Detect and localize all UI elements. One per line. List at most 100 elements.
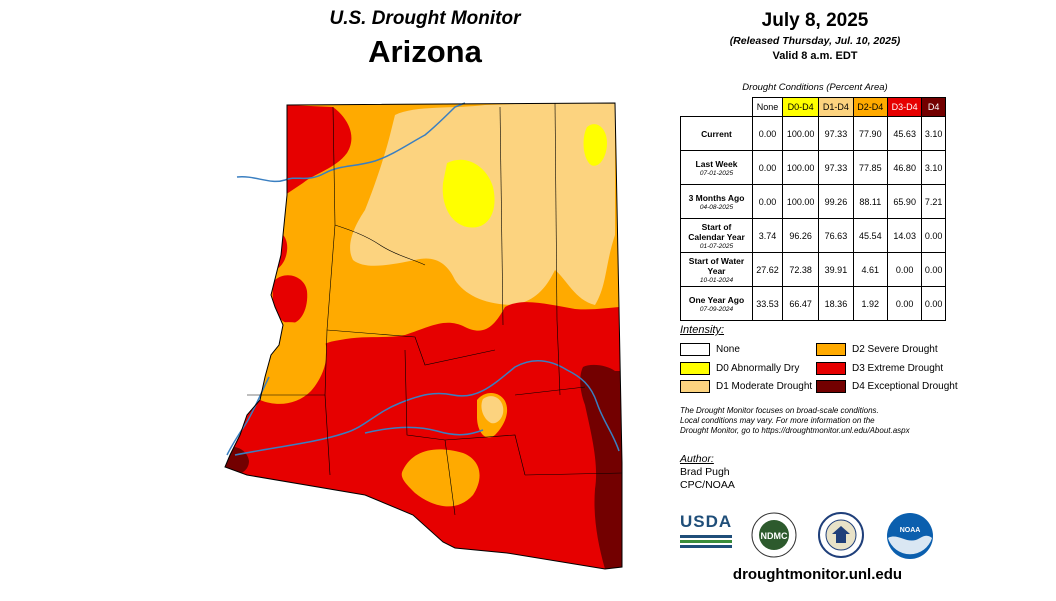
table-cell: 0.00 — [752, 184, 783, 219]
table-cell: 96.26 — [781, 218, 820, 253]
table-header-row: None D0-D4 D1-D4 D2-D4 D3-D4 D4 — [681, 97, 946, 117]
table-row: Last Week 07-01-2025 0.00 100.00 97.33 77… — [680, 150, 946, 185]
table-cell: 3.74 — [752, 218, 783, 253]
table-cell: 72.38 — [781, 252, 820, 287]
d0-region-navajo — [442, 159, 495, 228]
col-d2-d4: D2-D4 — [852, 97, 889, 117]
drought-conditions-table: None D0-D4 D1-D4 D2-D4 D3-D4 D4 Current … — [680, 97, 946, 321]
d4-region-southeast — [580, 364, 622, 569]
table-cell: 77.90 — [852, 116, 889, 151]
date-block: July 8, 2025 (Released Thursday, Jul. 10… — [680, 10, 950, 62]
table-row: Current 0.00 100.00 97.33 77.90 45.63 3.… — [680, 116, 946, 151]
legend-item-d3: D3 Extreme Drought — [816, 362, 943, 375]
row-label: Last Week 07-01-2025 — [680, 150, 753, 185]
table-cell: 0.00 — [752, 116, 783, 151]
d1-region-south — [481, 396, 504, 424]
row-label: Current — [680, 116, 753, 151]
row-date: 07-01-2025 — [699, 169, 734, 177]
map-date: July 8, 2025 — [761, 10, 869, 31]
arizona-outline — [224, 102, 623, 570]
table-header-blank — [681, 98, 753, 117]
table-cell: 65.90 — [886, 184, 923, 219]
arizona-drought-map — [224, 102, 623, 570]
table-cell: 18.36 — [818, 286, 854, 321]
author-block: Author: Brad Pugh CPC/NOAA — [680, 453, 735, 492]
legend-swatch — [680, 362, 710, 375]
row-label: One Year Ago 07-09-2024 — [680, 286, 753, 321]
table-cell: 77.85 — [852, 150, 889, 185]
table-cell: 39.91 — [818, 252, 854, 287]
row-label: Start of Water Year 10-01-2024 — [680, 252, 753, 287]
legend-label: D3 Extreme Drought — [852, 363, 944, 374]
d3-region-arizona-strip — [285, 105, 352, 195]
legend-swatch — [816, 362, 846, 375]
table-cell: 7.21 — [921, 184, 946, 219]
usda-text: USDA — [680, 512, 733, 531]
author-name: Brad Pugh — [680, 466, 730, 478]
d0-region-northeast — [583, 124, 607, 166]
d3-region-mohave — [272, 275, 308, 324]
table-cell: 0.00 — [886, 286, 923, 321]
col-d1-d4: D1-D4 — [818, 97, 854, 117]
ndmc-text: NDMC — [761, 531, 788, 541]
row-date: 07-09-2024 — [699, 305, 734, 313]
table-row: Start of Calendar Year 01-07-2025 3.74 96… — [680, 218, 946, 253]
table-row: 3 Months Ago 04-08-2025 0.00 100.00 99.26… — [680, 184, 946, 219]
note-line: The Drought Monitor focuses on broad-sca… — [680, 406, 879, 415]
table-cell: 46.80 — [886, 150, 923, 185]
table-row: One Year Ago 07-09-2024 33.53 66.47 18.36… — [680, 286, 946, 321]
col-d4: D4 — [921, 97, 946, 117]
legend-swatch — [680, 343, 710, 356]
table-cell: 88.11 — [852, 184, 889, 219]
legend-item-none: None — [680, 343, 740, 356]
table-cell: 99.26 — [818, 184, 854, 219]
drought-monitor-url[interactable]: droughtmonitor.unl.edu — [732, 566, 903, 583]
table-cell: 100.00 — [781, 116, 820, 151]
row-label: 3 Months Ago 04-08-2025 — [680, 184, 753, 219]
release-date: (Released Thursday, Jul. 10, 2025) — [729, 35, 901, 47]
table-caption: Drought Conditions (Percent Area) — [742, 82, 888, 93]
legend-swatch — [816, 380, 846, 393]
table-cell: 45.54 — [852, 218, 889, 253]
col-d3-d4: D3-D4 — [886, 97, 923, 117]
table-cell: 97.33 — [818, 116, 854, 151]
author-org: CPC/NOAA — [680, 479, 735, 491]
row-label: Start of Calendar Year 01-07-2025 — [680, 218, 753, 253]
note-line: Drought Monitor, go to https://droughtmo… — [680, 426, 910, 435]
state-title: Arizona — [368, 34, 482, 69]
legend-swatch — [680, 380, 710, 393]
legend-swatch — [816, 343, 846, 356]
col-d0-d4: D0-D4 — [781, 97, 820, 117]
row-date: 10-01-2024 — [699, 276, 734, 284]
table-cell: 14.03 — [886, 218, 923, 253]
commerce-seal-icon — [818, 512, 864, 558]
table-cell: 0.00 — [921, 218, 946, 253]
legend-label: None — [716, 344, 740, 355]
table-cell: 3.10 — [921, 150, 946, 185]
legend-item-d4: D4 Exceptional Drought — [816, 380, 958, 393]
table-cell: 45.63 — [886, 116, 923, 151]
d3-region-south — [225, 302, 622, 569]
note-line: Local conditions may vary. For more info… — [680, 416, 875, 425]
legend-label: D0 Abnormally Dry — [716, 363, 800, 374]
valid-time: Valid 8 a.m. EDT — [772, 50, 858, 62]
table-cell: 0.00 — [886, 252, 923, 287]
row-date: 01-07-2025 — [699, 242, 734, 250]
row-date: 04-08-2025 — [699, 203, 734, 211]
table-cell: 100.00 — [781, 150, 820, 185]
legend-item-d0: D0 Abnormally Dry — [680, 362, 799, 375]
map-subtitle: U.S. Drought Monitor — [329, 8, 521, 29]
col-none: None — [752, 97, 783, 117]
noaa-logo: NOAA — [887, 513, 933, 559]
table-cell: 0.00 — [752, 150, 783, 185]
table-cell: 33.53 — [752, 286, 783, 321]
noaa-text: NOAA — [900, 527, 921, 534]
usda-logo: USDA — [680, 512, 732, 554]
row-title: Start of Water Year — [688, 255, 745, 276]
row-title: Start of Calendar Year — [688, 221, 745, 242]
row-title: One Year Ago — [688, 294, 745, 305]
table-cell: 3.10 — [921, 116, 946, 151]
row-title: Current — [701, 128, 732, 139]
table-cell: 76.63 — [818, 218, 854, 253]
county-boundaries — [247, 102, 623, 516]
